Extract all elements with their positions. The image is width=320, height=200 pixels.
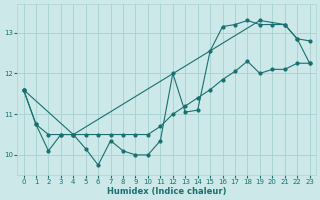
X-axis label: Humidex (Indice chaleur): Humidex (Indice chaleur) (107, 187, 226, 196)
